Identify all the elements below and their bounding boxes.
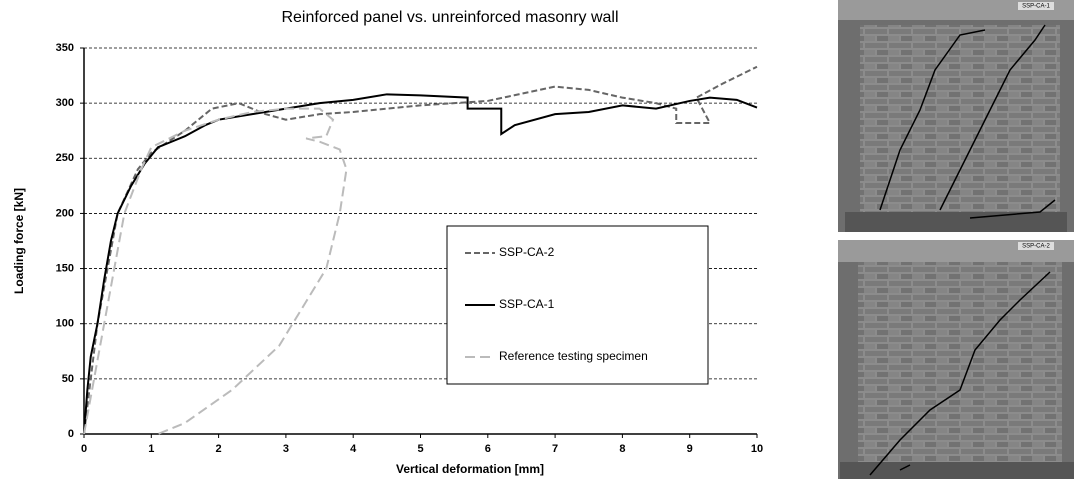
x-tick-label: 7 (552, 443, 558, 455)
legend-label: SSP-CA-2 (499, 245, 555, 259)
x-tick-label: 4 (350, 443, 357, 455)
y-tick-label: 350 (56, 42, 74, 54)
photo: SSP-CA-1 (838, 0, 1074, 232)
x-tick-label: 3 (283, 443, 289, 455)
x-tick-label: 5 (417, 443, 423, 455)
page: Reinforced panel vs. unreinforced masonr… (0, 0, 1074, 479)
x-tick-label: 8 (619, 443, 625, 455)
x-tick-label: 10 (751, 443, 763, 455)
legend-label: SSP-CA-1 (499, 297, 555, 311)
photo-label: SSP-CA-2 (1022, 244, 1050, 250)
chart-title: Reinforced panel vs. unreinforced masonr… (281, 9, 618, 26)
photo-label: SSP-CA-1 (1022, 4, 1050, 10)
photo: SSP-CA-2 (838, 240, 1074, 479)
y-tick-label: 100 (56, 318, 74, 330)
y-tick-label: 150 (56, 262, 74, 274)
legend: SSP-CA-2 SSP-CA-1 Reference testing specim… (447, 226, 708, 384)
y-tick-label: 300 (56, 97, 74, 109)
y-tick-label: 250 (56, 152, 74, 164)
x-tick-label: 9 (687, 443, 693, 455)
x-axis-label: Vertical deformation [mm] (396, 462, 544, 476)
y-axis-label: Loading force [kN] (12, 188, 26, 294)
x-tick-label: 6 (485, 443, 491, 455)
legend-label: Reference testing specimen (499, 349, 648, 363)
x-tick-label: 0 (81, 443, 87, 455)
y-tick-label: 200 (56, 207, 74, 219)
x-tick-label: 2 (216, 443, 222, 455)
y-tick-label: 50 (62, 373, 74, 385)
x-tick-label: 1 (148, 443, 154, 455)
series-line (84, 109, 346, 434)
y-tick-label: 0 (68, 428, 74, 440)
